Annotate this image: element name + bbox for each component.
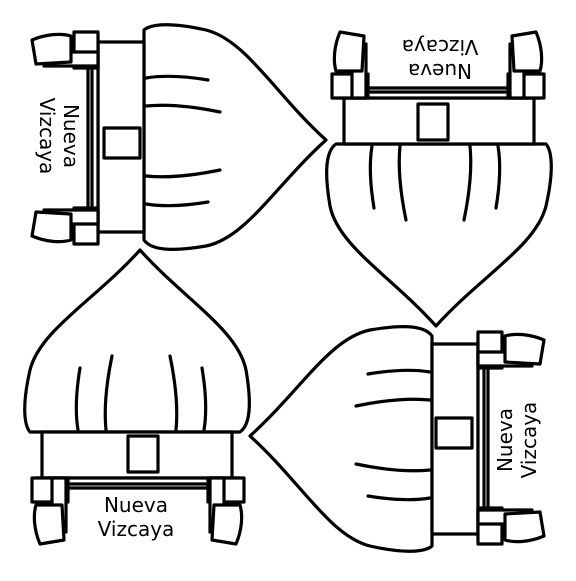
label-top-left: Nueva Vizcaya <box>35 98 83 175</box>
label-top-right: Nueva Vizcaya <box>402 35 479 83</box>
label-line-2: Vizcaya <box>517 402 541 479</box>
label-line-1: Nueva <box>104 493 168 517</box>
label-line-2: Vizcaya <box>98 517 175 541</box>
label-line-1: Nueva <box>408 59 472 83</box>
label-bottom-right: Nueva Vizcaya <box>493 402 541 479</box>
label-line-1: Nueva <box>493 408 517 472</box>
label-bottom-left: Nueva Vizcaya <box>98 493 175 541</box>
label-line-1: Nueva <box>59 104 83 168</box>
label-line-2: Vizcaya <box>402 35 479 59</box>
label-line-2: Vizcaya <box>35 98 59 175</box>
